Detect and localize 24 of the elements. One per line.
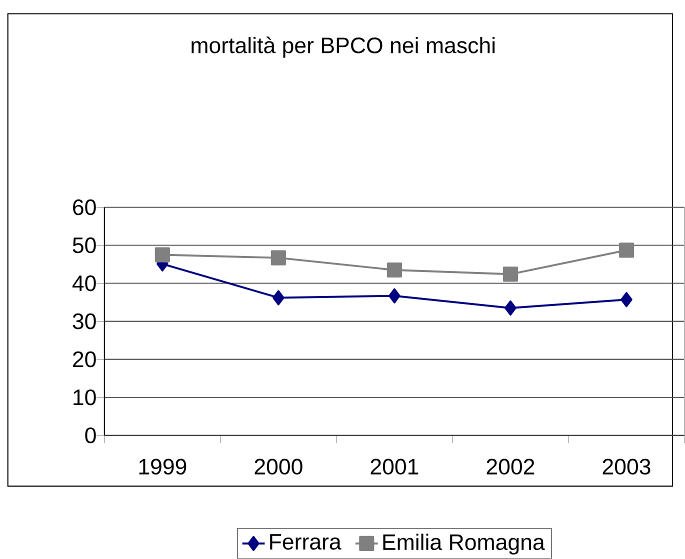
point	[388, 288, 400, 304]
y-tick-label: 30	[72, 314, 96, 330]
x-tick-label: 2003	[602, 458, 650, 475]
y-tick-label: 0	[85, 428, 96, 444]
chart-title: mortalità per BPCO nei maschi	[192, 36, 495, 58]
point	[618, 242, 634, 258]
x-tick-label: 1999	[139, 458, 186, 475]
point	[270, 250, 286, 266]
y-tick-label: 60	[73, 200, 96, 216]
y-tick-label: 10	[74, 390, 96, 406]
point	[502, 266, 518, 282]
point	[504, 300, 516, 316]
x-tick-label: 2002	[486, 458, 534, 475]
point	[386, 262, 402, 278]
point	[272, 290, 284, 306]
y-tick-label: 40	[72, 276, 96, 292]
legend-label: Ferrara	[270, 534, 342, 550]
x-tick-label: 2001	[370, 458, 418, 475]
x-tick-label: 2000	[254, 458, 302, 475]
point	[154, 247, 170, 262]
legend-label: Emilia Romagna	[383, 534, 545, 555]
point	[620, 292, 632, 308]
y-tick-label: 50	[72, 238, 96, 254]
y-tick-label: 20	[73, 352, 96, 368]
